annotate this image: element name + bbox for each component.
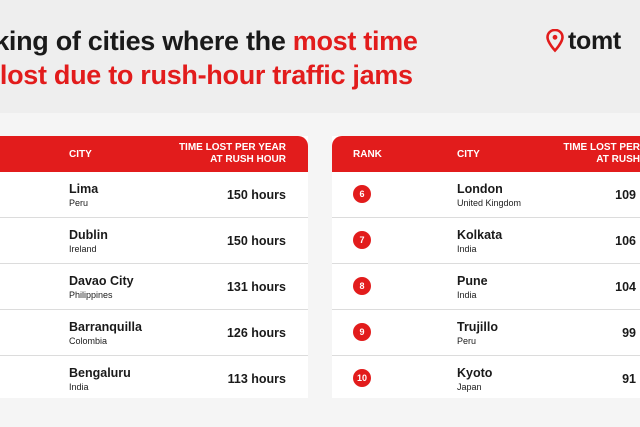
city-name: Trujillo (457, 320, 498, 334)
city-name: Kyoto (457, 366, 493, 380)
hours-value: 106 (615, 234, 636, 248)
country-name: India (457, 290, 477, 300)
country-name: Peru (69, 198, 89, 208)
hours-value: 91 (622, 372, 636, 386)
hours-value: 109 (615, 188, 636, 202)
country-name: Philippines (69, 290, 113, 300)
time-column-header: TIME LOST PER AT RUSH (563, 142, 640, 166)
rank-column-header: RANK (353, 149, 382, 160)
ranking-table-left: CITY TIME LOST PER YEAR AT RUSH HOUR Lim… (0, 136, 308, 398)
table-row: 9 Trujillo Peru 99 (332, 310, 640, 356)
city-column-header: CITY (457, 149, 480, 160)
hours-value: 150 hours (226, 188, 286, 202)
country-name: India (457, 244, 477, 254)
table-row: 6 London United Kingdom 109 (332, 172, 640, 218)
rank-badge: 10 (353, 369, 371, 387)
table-row: 10 Kyoto Japan 91 (332, 356, 640, 401)
rank-badge: 7 (353, 231, 371, 249)
city-name: Lima (69, 182, 99, 196)
table-row: Dublin Ireland 150 hours (0, 218, 308, 264)
table-row: Bengaluru India 113 hours (0, 356, 308, 401)
city-name: Bengaluru (69, 366, 131, 380)
logo-wordmark: tomt (568, 26, 621, 55)
table-row: 7 Kolkata India 106 (332, 218, 640, 264)
time-column-header: TIME LOST PER YEAR AT RUSH HOUR (179, 142, 286, 166)
table-row: Lima Peru 150 hours (0, 172, 308, 218)
title-line-1-highlight: most time (292, 26, 418, 56)
table-header: CITY TIME LOST PER YEAR AT RUSH HOUR (0, 136, 308, 172)
title-line-1: nking of cities where the most time (0, 24, 518, 58)
time-header-line-2: AT RUSH HOUR (210, 154, 286, 165)
location-pin-icon (546, 29, 564, 53)
country-name: India (69, 382, 89, 392)
header-banner: nking of cities where the most time s lo… (0, 0, 640, 113)
time-header-line-1: TIME LOST PER (563, 142, 640, 153)
table-row: Davao City Philippines 131 hours (0, 264, 308, 310)
city-name: Barranquilla (69, 320, 142, 334)
country-name: Colombia (69, 336, 108, 346)
title-line-1-plain: nking of cities where the (0, 26, 293, 56)
hours-value: 131 hours (226, 280, 286, 294)
table-row: 8 Pune India 104 (332, 264, 640, 310)
hours-value: 150 hours (226, 234, 286, 248)
rank-badge: 6 (353, 185, 371, 203)
city-name: Kolkata (457, 228, 503, 242)
page-title: nking of cities where the most time s lo… (0, 24, 518, 92)
title-line-2: s lost due to rush-hour traffic jams (0, 60, 413, 90)
city-column-header: CITY (69, 149, 92, 160)
table-row: Barranquilla Colombia 126 hours (0, 310, 308, 356)
rank-badge: 8 (353, 277, 371, 295)
country-name: Peru (457, 336, 477, 346)
city-name: Pune (457, 274, 488, 288)
hours-value: 126 hours (226, 326, 286, 340)
country-name: Ireland (69, 244, 97, 254)
tomtom-logo: tomt (546, 26, 621, 56)
ranking-table-right: RANK CITY TIME LOST PER AT RUSH 6 London… (332, 136, 640, 398)
time-header-line-1: TIME LOST PER YEAR (178, 142, 286, 153)
table-header: RANK CITY TIME LOST PER AT RUSH (332, 136, 640, 172)
hours-value: 99 (622, 326, 636, 340)
rank-badge: 9 (353, 323, 371, 341)
city-name: London (457, 182, 503, 196)
time-header-line-2: AT RUSH (596, 154, 640, 165)
hours-value: 113 hours (227, 372, 286, 386)
hours-value: 104 (615, 280, 636, 294)
city-name: Dublin (69, 228, 108, 242)
country-name: Japan (457, 382, 482, 392)
country-name: United Kingdom (457, 198, 522, 208)
city-name: Davao City (69, 274, 134, 288)
